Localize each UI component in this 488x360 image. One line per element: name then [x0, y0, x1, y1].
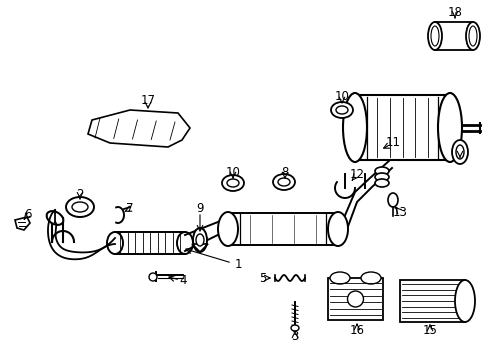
Ellipse shape — [149, 273, 157, 281]
Ellipse shape — [342, 93, 366, 162]
Bar — [227, 213, 337, 245]
Ellipse shape — [327, 212, 347, 246]
Ellipse shape — [454, 280, 474, 322]
Ellipse shape — [226, 179, 239, 187]
Ellipse shape — [72, 202, 88, 212]
Ellipse shape — [107, 232, 123, 254]
Ellipse shape — [335, 106, 347, 114]
Ellipse shape — [374, 173, 388, 181]
Ellipse shape — [193, 228, 206, 252]
Ellipse shape — [46, 211, 63, 225]
Text: 13: 13 — [392, 206, 407, 219]
Bar — [327, 278, 382, 320]
Text: 11: 11 — [385, 135, 400, 148]
Bar — [354, 95, 449, 160]
Ellipse shape — [427, 22, 441, 50]
Text: 9: 9 — [196, 202, 203, 215]
Ellipse shape — [272, 174, 294, 190]
Text: 6: 6 — [24, 208, 32, 221]
Bar — [399, 280, 464, 322]
Text: 1: 1 — [234, 258, 241, 271]
Ellipse shape — [430, 26, 438, 46]
Text: 5: 5 — [259, 271, 266, 284]
Ellipse shape — [290, 325, 298, 331]
Bar — [434, 22, 472, 50]
Ellipse shape — [374, 179, 388, 187]
Text: 15: 15 — [422, 324, 437, 337]
Ellipse shape — [455, 145, 463, 159]
Ellipse shape — [387, 193, 397, 207]
Ellipse shape — [437, 93, 461, 162]
Ellipse shape — [222, 175, 244, 191]
Text: 4: 4 — [179, 274, 186, 287]
Ellipse shape — [66, 197, 94, 217]
Ellipse shape — [360, 272, 380, 284]
Ellipse shape — [177, 232, 193, 254]
Ellipse shape — [278, 178, 289, 186]
Text: 16: 16 — [349, 324, 364, 337]
Ellipse shape — [347, 291, 363, 307]
Text: 7: 7 — [126, 202, 134, 215]
Text: 2: 2 — [76, 188, 83, 201]
Text: 12: 12 — [349, 168, 364, 181]
Ellipse shape — [451, 140, 467, 164]
Ellipse shape — [374, 167, 388, 175]
Ellipse shape — [330, 102, 352, 118]
Ellipse shape — [329, 272, 349, 284]
Ellipse shape — [196, 234, 203, 246]
Text: 10: 10 — [334, 90, 349, 104]
Text: 17: 17 — [140, 94, 155, 107]
Text: 18: 18 — [447, 6, 462, 19]
Text: 10: 10 — [225, 166, 240, 180]
Text: 14: 14 — [453, 148, 468, 162]
Ellipse shape — [468, 26, 476, 46]
Ellipse shape — [218, 212, 238, 246]
Ellipse shape — [465, 22, 479, 50]
Text: 3: 3 — [291, 329, 298, 342]
Text: 8: 8 — [281, 166, 288, 180]
